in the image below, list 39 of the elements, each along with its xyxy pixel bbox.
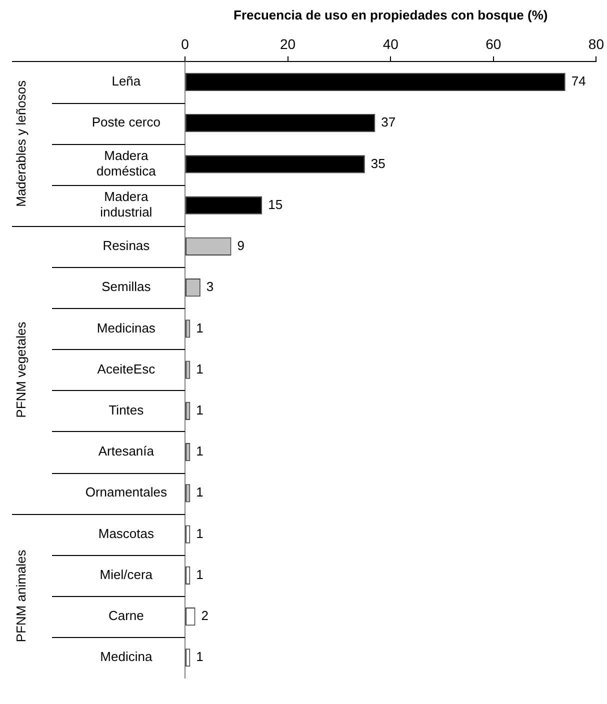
data-label: 1 [196,484,204,500]
data-label: 35 [370,156,386,171]
y-tick-label: Semillas [102,279,152,294]
y-tick-label: Medicina [100,649,153,664]
x-tick-label: 40 [382,36,399,52]
y-tick-label: Resinas [102,238,150,254]
data-label: 1 [196,649,204,664]
y-tick-label: Medicinas [96,320,156,336]
data-label: 1 [196,566,204,582]
text: PFNM animales [14,549,29,642]
data-label: 3 [206,279,214,294]
data-label: 1 [196,444,204,459]
y-tick-label: Leña [112,74,142,89]
y-tick-label: Madera doméstica [96,148,157,179]
data-label: 1 [196,402,204,418]
data-label: 1 [196,361,204,376]
x-tick-label: 0 [181,36,190,52]
y-tick-label: Miel/cera [100,566,154,582]
y-tick-label: Carne [108,608,144,624]
y-tick-label: AceiteEsc [97,361,156,376]
x-tick-label: 60 [486,36,502,52]
y-tick-label: Ornamentales [85,484,168,500]
data-label: 1 [196,320,204,336]
y-tick-label: Artesanía [98,444,155,459]
text: Maderables y leñosos [14,80,29,207]
data-label: 74 [571,74,586,89]
y-tick-label: Madera industrial [100,189,152,220]
x-tick-label: 80 [588,36,604,52]
y-tick-label: Mascotas [98,526,154,541]
x-axis-title: Frecuencia de uso en propiedades con bosque (%) [233,7,548,22]
data-label: 15 [268,196,283,212]
data-label: 37 [381,114,396,130]
y-tick-label: Poste cerco [92,114,161,130]
x-tick-label: 20 [280,36,296,52]
data-label: 1 [196,526,204,541]
data-label: 9 [237,238,244,254]
data-label: 2 [201,608,209,624]
y-tick-label: Tintes [108,402,144,418]
text: PFNM vegetales [14,321,29,418]
